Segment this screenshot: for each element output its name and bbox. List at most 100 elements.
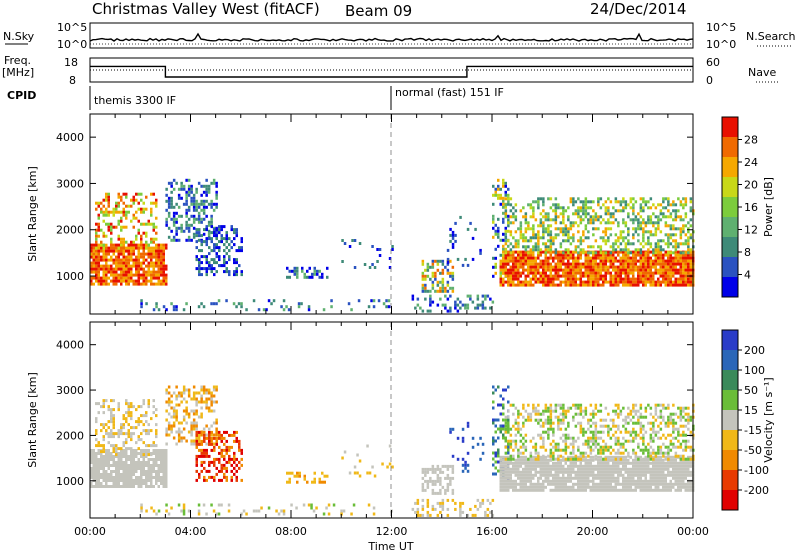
data-cell bbox=[602, 280, 605, 284]
data-cell bbox=[466, 469, 470, 473]
data-cell bbox=[157, 485, 160, 488]
data-cell bbox=[512, 470, 515, 474]
data-cell bbox=[431, 479, 435, 483]
data-cell bbox=[504, 248, 508, 252]
data-cell bbox=[388, 444, 392, 448]
data-cell bbox=[647, 271, 650, 275]
data-cell bbox=[624, 248, 628, 252]
data-cell bbox=[218, 240, 221, 244]
data-cell bbox=[684, 200, 688, 204]
data-cell bbox=[579, 485, 582, 489]
data-cell bbox=[684, 215, 688, 219]
data-cell bbox=[539, 280, 542, 284]
data-cell bbox=[629, 206, 633, 210]
data-cell bbox=[122, 449, 125, 452]
data-cell bbox=[282, 512, 286, 516]
data-cell bbox=[205, 433, 208, 437]
data-cell bbox=[634, 464, 637, 468]
data-cell bbox=[639, 271, 642, 275]
data-cell bbox=[439, 280, 442, 284]
data-cell bbox=[614, 283, 617, 287]
data-cell bbox=[547, 248, 550, 252]
data-cell bbox=[479, 251, 482, 255]
data-cell bbox=[532, 259, 535, 263]
data-cell bbox=[684, 488, 687, 492]
data-cell bbox=[627, 203, 630, 207]
data-cell bbox=[190, 202, 193, 206]
data-cell bbox=[689, 209, 693, 213]
data-cell bbox=[607, 482, 610, 486]
data-cell bbox=[567, 479, 570, 483]
data-cell bbox=[95, 252, 98, 256]
data-cell bbox=[97, 444, 100, 448]
data-cell bbox=[609, 259, 612, 263]
data-cell bbox=[602, 218, 605, 222]
data-cell bbox=[689, 455, 692, 459]
data-cell bbox=[572, 239, 575, 243]
data-cell bbox=[657, 218, 660, 222]
data-cell bbox=[97, 461, 100, 464]
data-cell bbox=[102, 210, 105, 214]
data-cell bbox=[654, 283, 657, 287]
data-cell bbox=[110, 476, 113, 479]
data-cell bbox=[97, 470, 100, 473]
data-cell bbox=[307, 503, 311, 507]
data-cell bbox=[672, 265, 675, 269]
data-cell bbox=[140, 210, 143, 214]
power-y-label: Slant Range [km] bbox=[26, 166, 39, 262]
data-cell bbox=[494, 193, 497, 197]
data-cell bbox=[567, 230, 570, 234]
data-cell bbox=[132, 405, 135, 409]
data-cell bbox=[439, 491, 442, 495]
data-cell bbox=[522, 442, 525, 446]
data-cell bbox=[519, 253, 522, 257]
data-cell bbox=[162, 452, 165, 455]
data-cell bbox=[534, 461, 537, 465]
data-cell bbox=[534, 262, 537, 266]
data-cell bbox=[137, 252, 140, 256]
data-cell bbox=[504, 455, 507, 459]
data-cell bbox=[672, 461, 675, 465]
data-cell bbox=[205, 403, 208, 407]
data-cell bbox=[137, 264, 140, 268]
data-cell bbox=[494, 472, 497, 476]
data-cell bbox=[132, 225, 135, 229]
data-cell bbox=[584, 215, 588, 219]
data-cell bbox=[95, 234, 98, 238]
data-cell bbox=[644, 256, 647, 260]
data-cell bbox=[549, 239, 553, 243]
data-cell bbox=[102, 279, 105, 283]
data-cell bbox=[213, 478, 216, 482]
data-cell bbox=[497, 232, 500, 236]
data-cell bbox=[547, 467, 550, 471]
data-cell bbox=[652, 470, 655, 474]
data-cell bbox=[587, 262, 590, 266]
data-cell bbox=[544, 458, 547, 462]
data-cell bbox=[549, 230, 553, 234]
data-cell bbox=[517, 448, 520, 452]
data-cell bbox=[617, 236, 620, 240]
data-cell bbox=[577, 262, 580, 266]
data-cell bbox=[557, 271, 560, 275]
data-cell bbox=[609, 274, 612, 278]
data-cell bbox=[674, 479, 677, 483]
data-cell bbox=[674, 268, 677, 272]
data-cell bbox=[356, 471, 359, 475]
data-cell bbox=[517, 470, 520, 474]
data-cell bbox=[125, 210, 128, 214]
data-cell bbox=[187, 430, 191, 434]
data-cell bbox=[142, 470, 145, 473]
data-cell bbox=[215, 388, 218, 392]
data-cell bbox=[679, 485, 682, 489]
data-cell bbox=[120, 449, 123, 452]
data-cell bbox=[562, 479, 565, 483]
data-cell bbox=[451, 476, 455, 480]
data-cell bbox=[644, 200, 648, 204]
data-cell bbox=[677, 209, 680, 213]
data-cell bbox=[624, 268, 627, 272]
data-cell bbox=[353, 266, 357, 269]
data-cell bbox=[632, 218, 635, 222]
data-cell bbox=[160, 282, 163, 286]
data-cell bbox=[92, 485, 95, 488]
data-cell bbox=[562, 274, 565, 278]
